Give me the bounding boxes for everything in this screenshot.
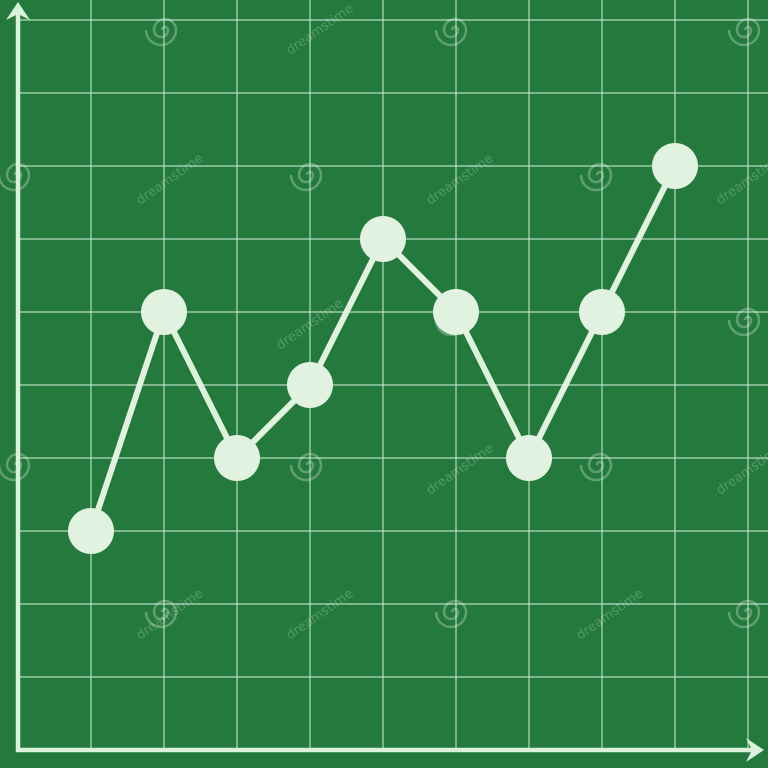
watermark-swirl-icon [579, 452, 613, 482]
watermark-swirl-icon [727, 307, 761, 337]
watermark-swirl-icon [0, 452, 31, 482]
watermark-swirl-icon [144, 599, 178, 629]
data-point-6 [433, 289, 479, 335]
data-point-8 [579, 289, 625, 335]
watermark-swirl-icon [727, 17, 761, 47]
y-axis-arrow-icon [6, 2, 30, 20]
data-point-3 [214, 435, 260, 481]
watermark-swirl-icon [289, 162, 323, 192]
data-point-9 [652, 143, 698, 189]
watermark-swirl-icon [289, 452, 323, 482]
data-points [68, 143, 698, 554]
watermark-swirl-icon [727, 599, 761, 629]
data-point-1 [68, 508, 114, 554]
data-point-4 [287, 362, 333, 408]
watermark-swirl-icon [144, 17, 178, 47]
watermark-swirl-icon [434, 17, 468, 47]
watermark-swirl-icon [434, 599, 468, 629]
x-axis [16, 738, 764, 762]
y-axis [6, 2, 30, 752]
data-point-2 [141, 289, 187, 335]
data-point-5 [360, 216, 406, 262]
data-point-7 [506, 435, 552, 481]
watermark-swirl-icon [579, 162, 613, 192]
x-axis-arrow-icon [746, 738, 764, 762]
watermark-swirl-icon [0, 162, 31, 192]
